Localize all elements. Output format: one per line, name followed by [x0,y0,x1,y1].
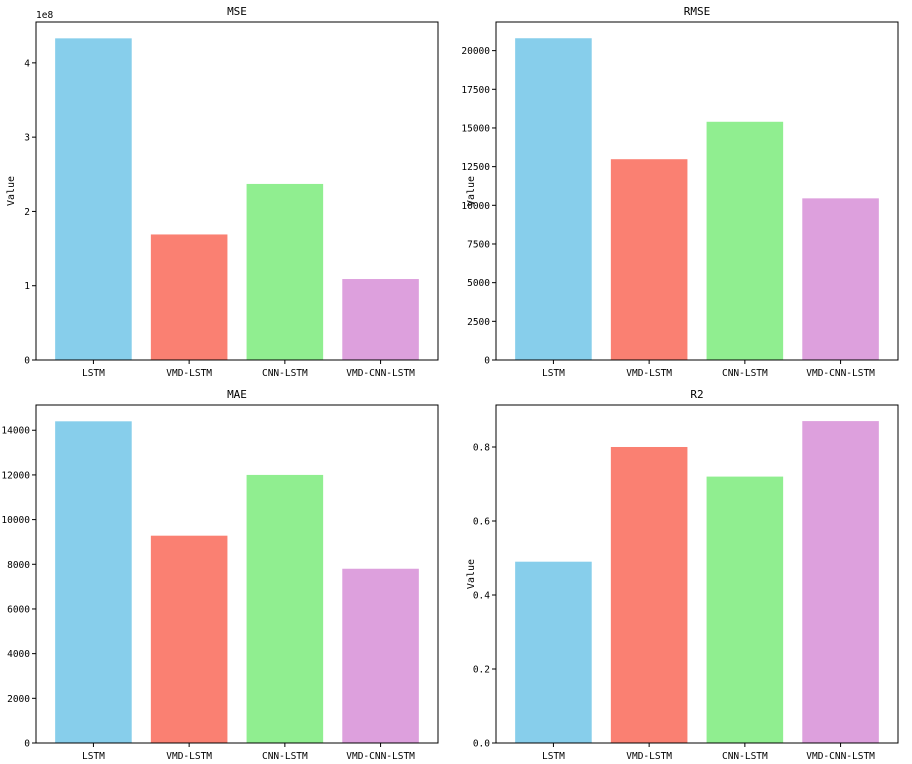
bar-vmd-lstm [610,446,688,743]
bar-vmd-cnn-lstm [802,421,879,743]
y-tick-label: 0 [24,356,30,367]
bar-vmd-lstm [150,234,228,360]
x-tick-label: VMD-LSTM [166,368,212,379]
y-tick-label: 0.0 [473,739,490,750]
bar-vmd-lstm [150,535,228,743]
x-tick-label: VMD-CNN-LSTM [346,368,415,379]
axes-frame [35,404,439,744]
bar-cnn-lstm [706,476,784,743]
x-tick-label: CNN-LSTM [262,368,308,379]
y-tick-label: 4 [24,58,30,69]
x-tick-label: LSTM [82,751,105,762]
y-tick-label: 17500 [461,85,490,96]
bar-vmd-cnn-lstm [342,279,419,360]
y-tick-label: 0 [24,739,30,750]
x-tick-label: VMD-CNN-LSTM [806,751,875,762]
x-tick-label: CNN-LSTM [262,751,308,762]
y-tick-label: 4000 [7,649,30,660]
chart-title: R2 [690,388,703,401]
y-tick-label: 1 [24,281,30,292]
y-tick-label: 0 [484,356,490,367]
x-tick-label: VMD-LSTM [166,751,212,762]
bar-lstm [55,421,132,743]
y-tick-label: 20000 [461,46,490,57]
axes-frame [35,21,439,361]
bar-vmd-lstm [610,159,688,360]
y-tick-label: 2000 [7,694,30,705]
chart-title: MSE [227,5,247,18]
chart-title: MAE [227,388,247,401]
x-tick-label: LSTM [542,751,565,762]
y-tick-label: 6000 [7,604,30,615]
x-tick-label: VMD-LSTM [626,368,672,379]
y-axis-label: Value [466,559,477,589]
x-tick-label: VMD-LSTM [626,751,672,762]
y-tick-label: 10000 [461,201,490,212]
y-tick-label: 12000 [1,470,30,481]
y-tick-label: 7500 [467,239,490,250]
bar-lstm [55,38,132,360]
y-tick-label: 3 [24,133,30,144]
y-axis-label: Value [6,176,17,206]
axes-frame [495,21,899,361]
x-tick-label: LSTM [542,368,565,379]
subplot-3: 0.0 0.2 0.4 0.6 0.8 LSTM VMD-LSTM CNN-LSTM VMD-C… [466,388,899,762]
bar-vmd-cnn-lstm [342,568,419,743]
y-tick-label: 2 [24,207,30,218]
y-tick-label: 0.2 [473,664,490,675]
y-tick-label: 10000 [1,515,30,526]
y-tick-label: 5000 [467,278,490,289]
x-tick-label: CNN-LSTM [722,368,768,379]
x-tick-label: CNN-LSTM [722,751,768,762]
y-tick-label: 8000 [7,560,30,571]
y-tick-label: 2500 [467,317,490,328]
bar-cnn-lstm [706,121,784,360]
x-tick-label: VMD-CNN-LSTM [806,368,875,379]
bar-lstm [515,561,592,743]
y-axis-label: Value [466,176,477,206]
y-tick-label: 0.8 [473,442,490,453]
chart-title: RMSE [684,5,711,18]
bar-cnn-lstm [246,474,324,743]
bar-cnn-lstm [246,183,324,360]
subplot-1: 0 2500 5000 7500 10000 12500 15000 17500 20000 LS… [461,5,899,379]
x-tick-label: LSTM [82,368,105,379]
bar-lstm [515,38,592,361]
y-tick-label: 0.4 [473,590,490,601]
bar-vmd-cnn-lstm [802,198,879,360]
x-tick-label: VMD-CNN-LSTM [346,751,415,762]
y-tick-label: 0.6 [473,516,490,527]
subplot-2: 0 2000 4000 6000 8000 10000 12000 14000 LSTM VMD-… [1,388,439,762]
y-offset-label: 1e8 [36,10,53,21]
axes-frame [495,404,899,744]
y-tick-label: 15000 [461,123,490,134]
y-tick-label: 14000 [1,426,30,437]
subplot-0: 0 1 2 3 4 LSTM VMD-LSTM CNN-LSTM VMD-CNN-LSTM MSE… [6,5,439,379]
y-tick-label: 12500 [461,162,490,173]
